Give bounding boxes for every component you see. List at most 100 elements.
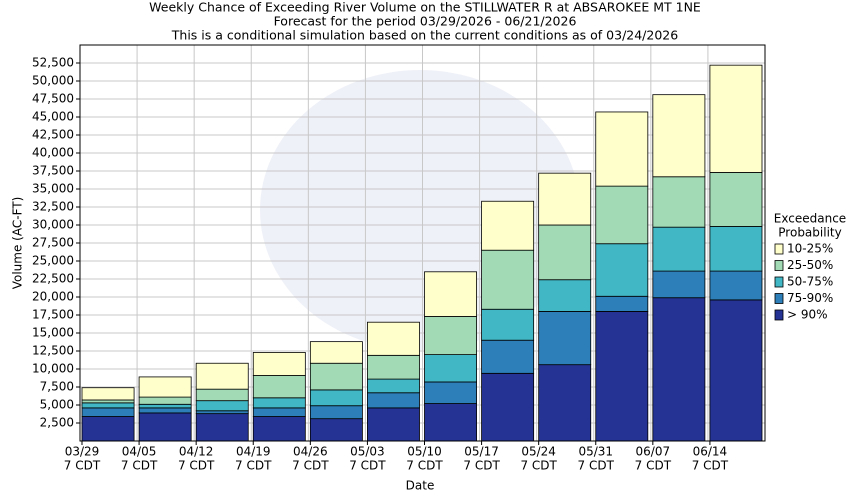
legend-title: Probability — [778, 226, 841, 240]
bar-segment — [595, 295, 649, 312]
x-tick-label: 7 CDT — [520, 459, 557, 473]
bar-segment — [81, 399, 135, 404]
bar-segment — [538, 310, 592, 366]
legend-label: > 90% — [787, 308, 828, 322]
bar-segment — [81, 407, 135, 417]
chart-title: Forecast for the period 03/29/2026 - 06/… — [274, 14, 577, 29]
bar-segment — [595, 111, 649, 187]
y-tick-label: 50,000 — [32, 74, 74, 88]
bar-segment — [367, 392, 420, 409]
y-tick-label: 12,500 — [32, 344, 74, 358]
x-tick-label: 03/29 — [65, 445, 100, 459]
bar-segment — [309, 389, 363, 407]
y-tick-label: 2,500 — [40, 416, 74, 430]
x-tick-label: 7 CDT — [406, 459, 443, 473]
x-tick-label: 7 CDT — [178, 459, 215, 473]
bar-segment — [538, 224, 592, 281]
plot-frame — [79, 44, 766, 442]
y-tick-label: 5,000 — [40, 398, 74, 412]
y-tick-label: 35,000 — [32, 182, 74, 196]
bar-segment — [424, 354, 477, 383]
x-tick-label: 04/19 — [236, 445, 271, 459]
bar-segment — [424, 316, 477, 356]
y-tick-label: 10,000 — [32, 362, 74, 376]
x-tick-label: 05/24 — [521, 445, 556, 459]
bar-segment — [81, 416, 135, 442]
y-axis-title: Volume (AC-FT) — [11, 197, 25, 290]
y-tick-label: 7,500 — [40, 380, 74, 394]
bar-segment — [709, 226, 763, 272]
legend-swatch — [774, 243, 784, 255]
bar-segment — [709, 172, 763, 227]
bar-segment — [81, 402, 135, 409]
legend-label: 75-90% — [787, 291, 833, 305]
y-tick-label: 20,000 — [32, 290, 74, 304]
y-tick-label: 25,000 — [32, 254, 74, 268]
legend-title: Exceedance — [774, 212, 846, 226]
x-tick-label: 04/26 — [293, 445, 328, 459]
bar-segment — [424, 403, 477, 442]
bar-segment — [309, 341, 363, 364]
x-tick-label: 7 CDT — [692, 459, 729, 473]
bar-segment — [138, 412, 192, 442]
y-tick-label: 22,500 — [32, 272, 74, 286]
x-tick-label: 05/31 — [578, 445, 613, 459]
bar-segment — [424, 381, 477, 404]
x-tick-label: 05/03 — [350, 445, 385, 459]
legend-swatch — [774, 293, 784, 304]
bar-segment — [195, 362, 249, 390]
x-tick-label: 7 CDT — [64, 459, 101, 473]
bar-segment — [481, 339, 535, 374]
bar-segment — [652, 226, 706, 272]
x-tick-label: 7 CDT — [635, 459, 672, 473]
x-axis-title: Date — [406, 479, 435, 493]
x-tick-label: 7 CDT — [235, 459, 272, 473]
x-tick-label: 05/10 — [407, 445, 442, 459]
bar-segment — [709, 64, 763, 173]
bar-segment — [709, 299, 763, 442]
bar-segment — [252, 352, 306, 376]
legend-swatch — [774, 309, 784, 321]
x-tick-label: 7 CDT — [121, 459, 158, 473]
legend-label: 25-50% — [787, 258, 833, 272]
bar-segment — [252, 397, 306, 409]
bar-segment — [538, 364, 592, 442]
bar-segment — [538, 279, 592, 312]
y-tick-label: 47,500 — [32, 92, 74, 106]
bar-segment — [195, 388, 249, 402]
x-tick-label: 04/12 — [179, 445, 214, 459]
bar-segment — [252, 407, 306, 417]
bar-segment — [652, 94, 706, 178]
x-tick-label: 06/07 — [636, 445, 671, 459]
y-tick-label: 37,500 — [32, 164, 74, 178]
chart-title: Weekly Chance of Exceeding River Volume … — [149, 0, 701, 15]
bar-segment — [595, 243, 649, 297]
bar-segment — [652, 270, 706, 299]
bar-segment — [81, 387, 135, 401]
y-tick-label: 27,500 — [32, 236, 74, 250]
bar-segment — [595, 310, 649, 442]
x-tick-label: 7 CDT — [292, 459, 329, 473]
y-tick-label: 15,000 — [32, 326, 74, 340]
bar-segment — [309, 362, 363, 391]
bar-segment — [252, 416, 306, 442]
x-tick-label: 05/17 — [464, 445, 499, 459]
x-tick-label: 06/14 — [693, 445, 728, 459]
bar-segment — [595, 185, 649, 245]
bar-segment — [367, 378, 420, 394]
bar-segment — [652, 297, 706, 442]
y-tick-label: 45,000 — [32, 110, 74, 124]
x-tick-label: 7 CDT — [349, 459, 386, 473]
bar-segment — [538, 172, 592, 226]
y-tick-label: 40,000 — [32, 146, 74, 160]
bar-segment — [367, 354, 420, 380]
bar-segment — [195, 413, 249, 442]
bar-segment — [481, 200, 535, 251]
chart-title: This is a conditional simulation based o… — [171, 28, 678, 43]
y-tick-label: 32,500 — [32, 200, 74, 214]
x-tick-label: 04/05 — [122, 445, 157, 459]
bar-segment — [709, 270, 763, 301]
bar-segment — [481, 308, 535, 341]
bar-segment — [481, 249, 535, 310]
